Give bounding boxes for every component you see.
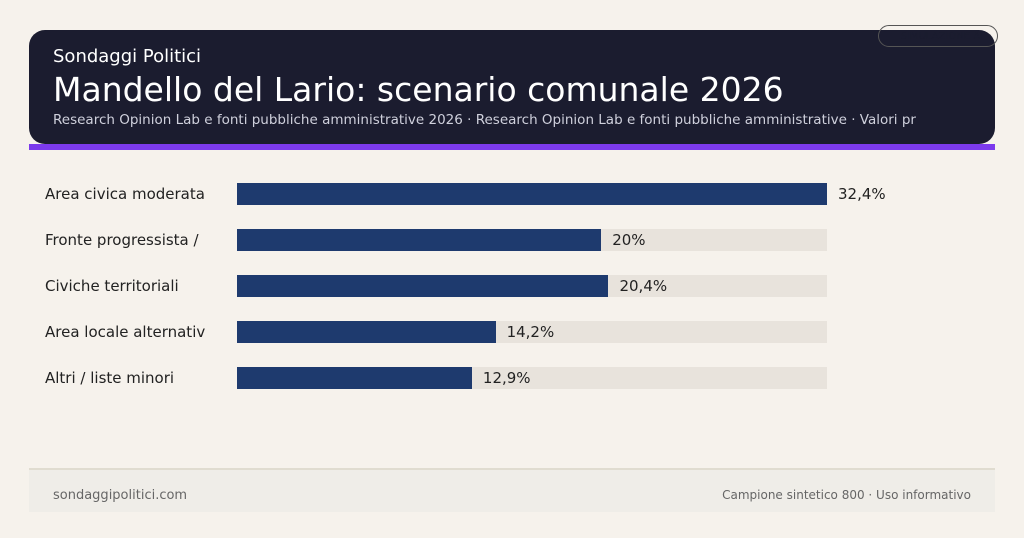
category-label: Fronte progressista /	[45, 231, 199, 249]
value-label: 20%	[612, 231, 646, 249]
bar-row: Civiche territoriali 20,4%	[0, 275, 1024, 297]
bar	[237, 275, 609, 297]
bar-row: Fronte progressista / 20%	[0, 229, 1024, 251]
category-label: Civiche territoriali	[45, 277, 179, 295]
footer-note: Campione sintetico 800 · Uso informativo	[722, 488, 971, 502]
bar	[237, 229, 602, 251]
bar	[237, 367, 472, 389]
accent-stripe	[29, 144, 995, 150]
value-label: 14,2%	[506, 323, 555, 341]
bar	[237, 321, 496, 343]
category-label: Area civica moderata	[45, 185, 205, 203]
category-label: Area locale alternativ	[45, 323, 206, 341]
bar-row: Area locale alternativ 14,2%	[0, 321, 1024, 343]
header-banner: Sondaggi Politici Mandello del Lario: sc…	[29, 30, 995, 144]
value-label: 20,4%	[619, 277, 668, 295]
value-label: 32,4%	[838, 185, 886, 203]
bar-row: Altri / liste minori 12,9%	[0, 367, 1024, 389]
page-title: Mandello del Lario: scenario comunale 20…	[53, 70, 784, 109]
category-label: Altri / liste minori	[45, 369, 175, 387]
bar-track	[237, 367, 827, 389]
footer-site: sondaggipolitici.com	[53, 488, 188, 503]
bar-track	[237, 321, 827, 343]
bar	[237, 183, 827, 205]
bar-track	[237, 275, 827, 297]
bar-track	[237, 229, 827, 251]
simulation-badge: SIMULAZIONE AI	[878, 25, 998, 47]
bar-row: Area civica moderata 32,4%	[0, 183, 1024, 205]
subtitle: Research Opinion Lab e fonti pubbliche a…	[53, 112, 916, 128]
value-label: 12,9%	[482, 369, 531, 387]
bar-track	[237, 183, 827, 205]
brand-name: Sondaggi Politici	[53, 46, 202, 67]
footer: sondaggipolitici.com Campione sintetico …	[29, 468, 995, 512]
